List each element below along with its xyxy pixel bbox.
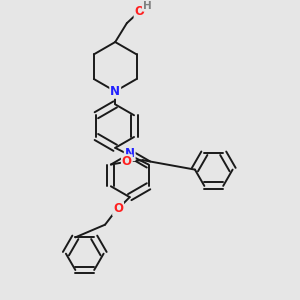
Text: N: N bbox=[125, 147, 135, 160]
Text: O: O bbox=[122, 155, 132, 168]
Text: H: H bbox=[143, 1, 152, 11]
Text: O: O bbox=[135, 5, 145, 18]
Text: O: O bbox=[113, 202, 123, 215]
Text: N: N bbox=[110, 85, 120, 98]
